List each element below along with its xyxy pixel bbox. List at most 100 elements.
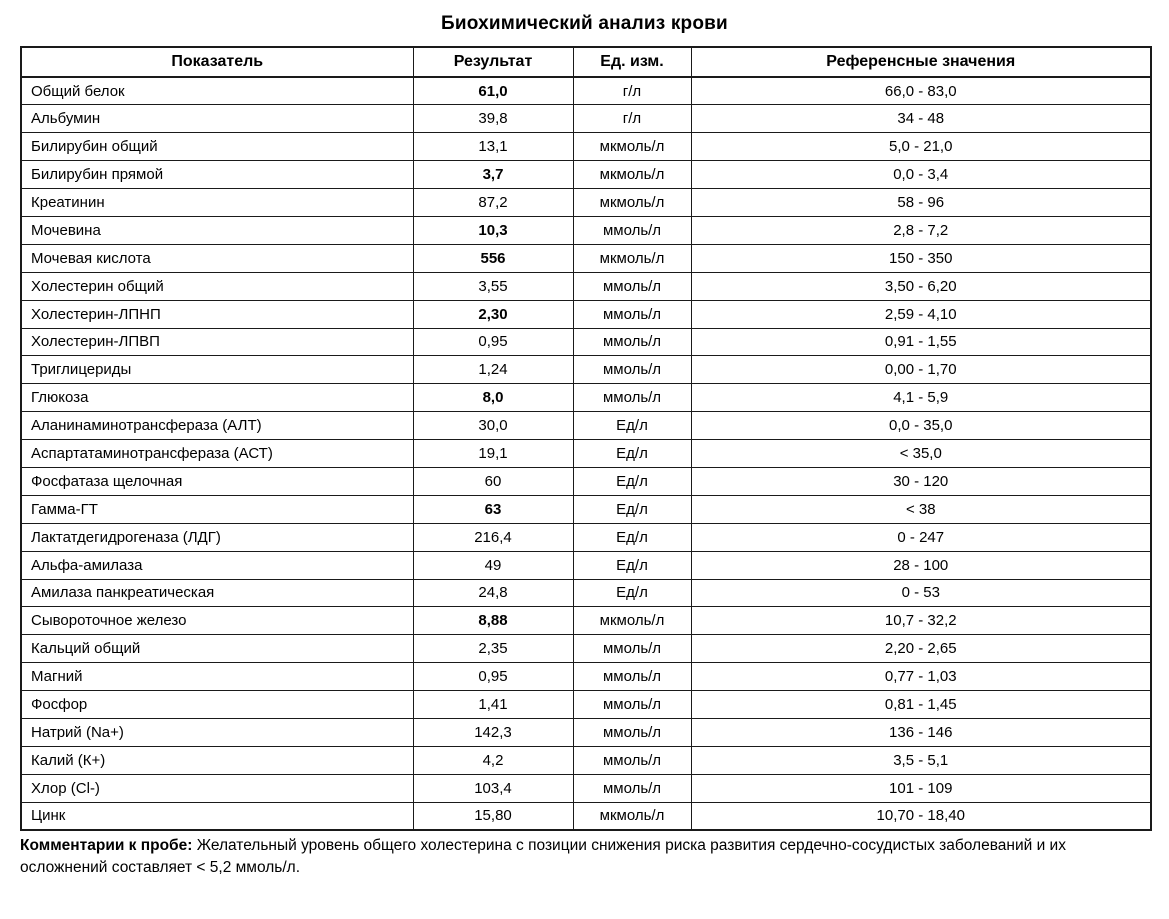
- unit-value: ммоль/л: [572, 327, 692, 357]
- table-row: Холестерин-ЛПВП 0,95 ммоль/л 0,91 - 1,55: [20, 327, 1152, 357]
- table-row: Креатинин 87,2 мкмоль/л 58 - 96: [20, 188, 1152, 217]
- reference-range: 28 - 100: [690, 550, 1152, 580]
- reference-range: 0,0 - 35,0: [690, 411, 1152, 441]
- unit-value: Ед/л: [572, 439, 692, 468]
- result-value: 19,1: [412, 439, 574, 468]
- reference-range: 136 - 146: [690, 717, 1152, 747]
- table-row: Мочевина 10,3 ммоль/л 2,8 - 7,2: [20, 215, 1152, 245]
- unit-value: мкмоль/л: [572, 132, 692, 162]
- analyte-name: Фосфор: [20, 690, 414, 719]
- analyte-name: Глюкоза: [20, 383, 414, 413]
- analyte-name: Цинк: [20, 801, 414, 831]
- table-row: Кальций общий 2,35 ммоль/л 2,20 - 2,65: [20, 634, 1152, 664]
- result-value: 216,4: [412, 522, 574, 552]
- reference-range: 2,59 - 4,10: [690, 299, 1152, 329]
- analyte-name: Хлор (Cl-): [20, 773, 414, 803]
- page-title: Биохимический анализ крови: [441, 13, 728, 34]
- result-value: 103,4: [412, 773, 574, 803]
- unit-value: Ед/л: [572, 411, 692, 441]
- result-value: 61,0: [412, 76, 574, 106]
- table-row: Холестерин общий 3,55 ммоль/л 3,50 - 6,20: [20, 271, 1152, 301]
- unit-value: ммоль/л: [572, 662, 692, 692]
- result-value: 3,55: [412, 271, 574, 301]
- analyte-name: Альбумин: [20, 104, 414, 134]
- analyte-name: Холестерин общий: [20, 271, 414, 301]
- result-value: 1,41: [412, 690, 574, 719]
- result-value: 556: [412, 243, 574, 273]
- table-row: Билирубин прямой 3,7 мкмоль/л 0,0 - 3,4: [20, 160, 1152, 190]
- column-header-unit: Ед. изм.: [572, 46, 692, 78]
- table-row: Амилаза панкреатическая 24,8 Ед/л 0 - 53: [20, 578, 1152, 608]
- unit-value: г/л: [572, 76, 692, 106]
- analyte-name: Кальций общий: [20, 634, 414, 664]
- analyte-name: Холестерин-ЛПВП: [20, 327, 414, 357]
- unit-value: ммоль/л: [572, 383, 692, 413]
- reference-range: 0 - 247: [690, 522, 1152, 552]
- unit-value: ммоль/л: [572, 773, 692, 803]
- table-row: Аспартатаминотрансфераза (АСТ) 19,1 Ед/л < …: [20, 439, 1152, 468]
- sample-comments: Комментарии к пробе: Желательный уровень…: [20, 835, 1150, 879]
- reference-range: 0 - 53: [690, 578, 1152, 608]
- unit-value: ммоль/л: [572, 690, 692, 719]
- reference-range: 0,77 - 1,03: [690, 662, 1152, 692]
- result-value: 3,7: [412, 160, 574, 190]
- result-value: 87,2: [412, 188, 574, 217]
- analyte-name: Мочевая кислота: [20, 243, 414, 273]
- result-value: 30,0: [412, 411, 574, 441]
- result-value: 24,8: [412, 578, 574, 608]
- table-row: Общий белок 61,0 г/л 66,0 - 83,0: [20, 76, 1152, 106]
- column-header-result: Результат: [412, 46, 574, 78]
- analyte-name: Билирубин прямой: [20, 160, 414, 190]
- analyte-name: Билирубин общий: [20, 132, 414, 162]
- table-row: Магний 0,95 ммоль/л 0,77 - 1,03: [20, 662, 1152, 692]
- table-row: Хлор (Cl-) 103,4 ммоль/л 101 - 109: [20, 773, 1152, 803]
- table-row: Фосфатаза щелочная 60 Ед/л 30 - 120: [20, 466, 1152, 496]
- unit-value: Ед/л: [572, 466, 692, 496]
- table-row: Альбумин 39,8 г/л 34 - 48: [20, 104, 1152, 134]
- reference-range: 150 - 350: [690, 243, 1152, 273]
- reference-range: 101 - 109: [690, 773, 1152, 803]
- table-row: Сывороточное железо 8,88 мкмоль/л 10,7 - 32…: [20, 606, 1152, 636]
- reference-range: 5,0 - 21,0: [690, 132, 1152, 162]
- unit-value: Ед/л: [572, 522, 692, 552]
- analyte-name: Лактатдегидрогеназа (ЛДГ): [20, 522, 414, 552]
- table-row: Фосфор 1,41 ммоль/л 0,81 - 1,45: [20, 690, 1152, 719]
- result-value: 2,30: [412, 299, 574, 329]
- table-row: Альфа-амилаза 49 Ед/л 28 - 100: [20, 550, 1152, 580]
- reference-range: 0,81 - 1,45: [690, 690, 1152, 719]
- reference-range: 58 - 96: [690, 188, 1152, 217]
- table-body: Общий белок 61,0 г/л 66,0 - 83,0 Альбумин 39,…: [20, 76, 1152, 831]
- analyte-name: Аланинаминотрансфераза (АЛТ): [20, 411, 414, 441]
- column-header-reference: Референсные значения: [690, 46, 1152, 78]
- analyte-name: Магний: [20, 662, 414, 692]
- comments-text: Желательный уровень общего холестерина с…: [20, 837, 1066, 877]
- unit-value: ммоль/л: [572, 717, 692, 747]
- reference-range: 0,0 - 3,4: [690, 160, 1152, 190]
- table-row: Лактатдегидрогеназа (ЛДГ) 216,4 Ед/л 0 - 24…: [20, 522, 1152, 552]
- table-row: Калий (К+) 4,2 ммоль/л 3,5 - 5,1: [20, 745, 1152, 775]
- result-value: 10,3: [412, 215, 574, 245]
- unit-value: мкмоль/л: [572, 160, 692, 190]
- analyte-name: Фосфатаза щелочная: [20, 466, 414, 496]
- table-row: Билирубин общий 13,1 мкмоль/л 5,0 - 21,0: [20, 132, 1152, 162]
- table-row: Глюкоза 8,0 ммоль/л 4,1 - 5,9: [20, 383, 1152, 413]
- table-row: Гамма-ГТ 63 Ед/л < 38: [20, 494, 1152, 524]
- reference-range: 2,20 - 2,65: [690, 634, 1152, 664]
- result-value: 63: [412, 494, 574, 524]
- analyte-name: Холестерин-ЛПНП: [20, 299, 414, 329]
- unit-value: мкмоль/л: [572, 243, 692, 273]
- unit-value: мкмоль/л: [572, 606, 692, 636]
- unit-value: Ед/л: [572, 578, 692, 608]
- reference-range: 0,91 - 1,55: [690, 327, 1152, 357]
- biochemistry-table: Показатель Результат Ед. изм. Референсны…: [20, 46, 1152, 832]
- result-value: 15,80: [412, 801, 574, 831]
- reference-range: 3,50 - 6,20: [690, 271, 1152, 301]
- unit-value: ммоль/л: [572, 299, 692, 329]
- reference-range: < 35,0: [690, 439, 1152, 468]
- unit-value: мкмоль/л: [572, 801, 692, 831]
- reference-range: 4,1 - 5,9: [690, 383, 1152, 413]
- result-value: 2,35: [412, 634, 574, 664]
- analyte-name: Аспартатаминотрансфераза (АСТ): [20, 439, 414, 468]
- result-value: 13,1: [412, 132, 574, 162]
- result-value: 0,95: [412, 327, 574, 357]
